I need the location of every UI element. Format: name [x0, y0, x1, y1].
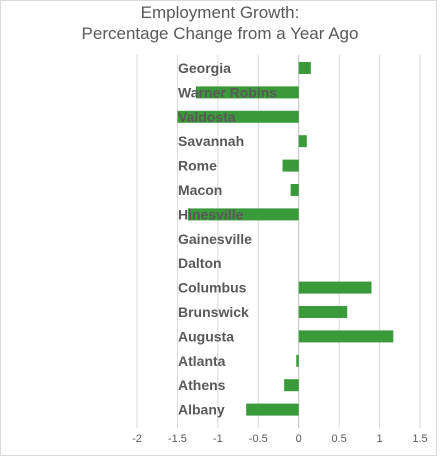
tick-label: -2 [132, 433, 142, 445]
bar [298, 62, 311, 74]
category-label: Warner Robins [178, 84, 277, 100]
bar [298, 135, 307, 148]
category-label: Columbus [178, 280, 247, 296]
tick-label: -1.5 [168, 433, 187, 445]
chart-title: Employment Growth: [140, 3, 300, 22]
tick-label: 0 [296, 433, 302, 445]
category-label: Gainesville [178, 231, 252, 247]
category-label: Brunswick [178, 304, 249, 320]
tick-label: 1 [377, 433, 383, 445]
tick-label: -0.5 [249, 433, 268, 445]
bar [298, 306, 348, 318]
category-label: Augusta [178, 328, 234, 344]
bar [282, 159, 299, 172]
category-label: Albany [178, 402, 225, 418]
tick-label: 0.5 [331, 433, 346, 445]
tick-label: -1 [213, 433, 223, 445]
tick-label: 1.5 [412, 433, 427, 445]
category-label: Hinesville [178, 206, 244, 222]
bar [298, 330, 394, 343]
category-label: Macon [178, 182, 222, 198]
bar [296, 354, 299, 367]
bars [177, 62, 394, 416]
bar [246, 403, 299, 416]
bar [298, 281, 372, 294]
category-label: Dalton [178, 255, 222, 271]
bar [187, 208, 299, 221]
bar [290, 184, 299, 196]
category-label: Atlanta [178, 353, 226, 369]
category-label: Georgia [178, 60, 231, 76]
bar [284, 379, 299, 392]
category-labels: Georgia Warner Robins Valdosta Savannah Rome… [178, 60, 277, 418]
chart-subtitle: Percentage Change from a Year Ago [81, 24, 359, 43]
category-label: Valdosta [178, 109, 236, 125]
bar [177, 110, 299, 123]
bar [196, 86, 299, 99]
category-label: Savannah [178, 133, 244, 149]
tick-labels: -2 -1.5 -1 -0.5 0 0.5 1 1.5 [132, 433, 428, 445]
category-label: Rome [178, 158, 217, 174]
category-label: Athens [178, 377, 226, 393]
